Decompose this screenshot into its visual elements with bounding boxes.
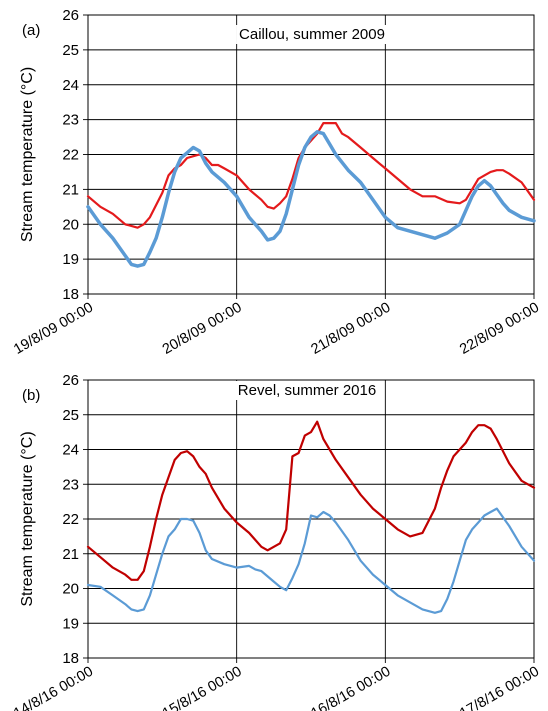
y-tick-label: 18 — [62, 286, 79, 303]
y-tick-label: 23 — [62, 476, 79, 493]
x-tick-label: 17/8/16 00:00 — [457, 664, 542, 711]
x-tick-label: 20/8/09 00:00 — [160, 300, 245, 358]
y-tick-label: 20 — [62, 216, 79, 233]
y-tick-label: 18 — [62, 650, 79, 667]
x-tick-label: 16/8/16 00:00 — [309, 664, 394, 711]
y-axis-label: Stream temperature (°C) — [19, 67, 36, 242]
y-tick-label: 19 — [62, 615, 79, 632]
y-tick-label: 25 — [62, 42, 79, 59]
y-tick-label: 21 — [62, 181, 79, 198]
y-tick-label: 25 — [62, 407, 79, 424]
chart-title: Caillou, summer 2009 — [239, 26, 385, 43]
y-tick-label: 24 — [62, 77, 79, 94]
y-tick-label: 21 — [62, 546, 79, 563]
plot-area — [87, 14, 535, 295]
y-axis-label: Stream temperature (°C) — [19, 431, 36, 606]
y-tick-label: 26 — [62, 372, 79, 389]
chart-title-background — [236, 25, 388, 44]
x-tick-label: 22/8/09 00:00 — [457, 300, 542, 358]
x-tick-label: 14/8/16 00:00 — [11, 664, 96, 711]
series-line-2 — [86, 130, 536, 268]
y-tick-label: 20 — [62, 581, 79, 598]
x-tick-label: 19/8/09 00:00 — [11, 300, 96, 358]
series-line-2 — [86, 507, 536, 614]
y-tick-label: 23 — [62, 112, 79, 129]
y-tick-label: 19 — [62, 251, 79, 268]
plot-area — [87, 379, 535, 659]
y-tick-label: 24 — [62, 442, 79, 459]
chart-title: Revel, summer 2016 — [238, 382, 376, 399]
y-tick-label: 26 — [62, 7, 79, 24]
panel-label: (b) — [22, 387, 40, 404]
x-tick-label: 21/8/09 00:00 — [309, 300, 394, 358]
panel-label: (a) — [22, 22, 40, 39]
y-tick-label: 22 — [62, 511, 79, 528]
y-tick-label: 22 — [62, 147, 79, 164]
series-line-1 — [86, 420, 536, 581]
chart-title-background — [234, 381, 380, 400]
x-tick-label: 15/8/16 00:00 — [160, 664, 245, 711]
